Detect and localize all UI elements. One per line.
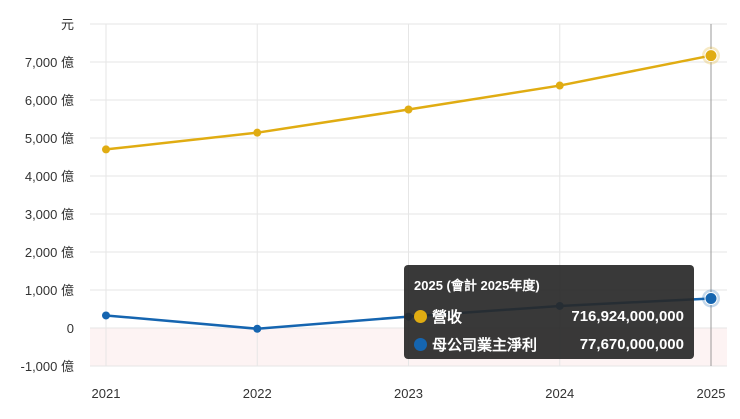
x-axis-ticks: 2021 2022 2023 2024 2025	[92, 386, 726, 401]
y-tick-label: 5,000 億	[25, 131, 74, 146]
data-point	[102, 145, 110, 154]
data-point	[253, 128, 262, 137]
tooltip: 2025 (會計 2025年度) 營收 716,924,000,000 母公司業…	[404, 265, 694, 359]
tooltip-row-revenue: 營收 716,924,000,000	[414, 302, 684, 330]
data-point-hover	[704, 291, 718, 305]
y-tick-label: -1,000 億	[21, 359, 74, 374]
y-tick-label: 2,000 億	[25, 245, 74, 260]
y-axis-unit-label: 元	[61, 17, 74, 32]
y-tick-label: 0	[67, 321, 74, 336]
tooltip-row-net-income: 母公司業主淨利 77,670,000,000	[414, 330, 684, 358]
data-point	[404, 105, 413, 114]
x-tick-label: 2023	[394, 386, 423, 401]
tooltip-row-value: 77,670,000,000	[579, 335, 684, 353]
y-tick-label: 4,000 億	[25, 169, 74, 184]
tooltip-row-label: 母公司業主淨利	[432, 336, 538, 354]
y-tick-label: 3,000 億	[25, 207, 74, 222]
x-tick-label: 2022	[243, 386, 272, 401]
data-point	[253, 324, 262, 333]
x-tick-label: 2025	[697, 386, 726, 401]
data-point	[102, 311, 110, 320]
y-axis-ticks: -1,000 億 0 1,000 億 2,000 億 3,000 億 4,000 億 5,0…	[21, 55, 74, 374]
y-tick-label: 1,000 億	[25, 283, 74, 298]
revenue-legend-dot	[414, 309, 427, 323]
data-point-hover	[704, 49, 718, 63]
series-0	[102, 46, 720, 154]
x-tick-label: 2021	[92, 386, 121, 401]
tooltip-title: 2025 (會計 2025年度)	[414, 278, 540, 293]
y-tick-label: 6,000 億	[25, 93, 74, 108]
tooltip-row-value: 716,924,000,000	[571, 307, 684, 325]
tooltip-row-label: 營收	[432, 308, 463, 326]
y-tick-label: 7,000 億	[25, 55, 74, 70]
data-point	[555, 81, 564, 90]
net-income-legend-dot	[414, 337, 427, 351]
x-tick-label: 2024	[545, 386, 574, 401]
